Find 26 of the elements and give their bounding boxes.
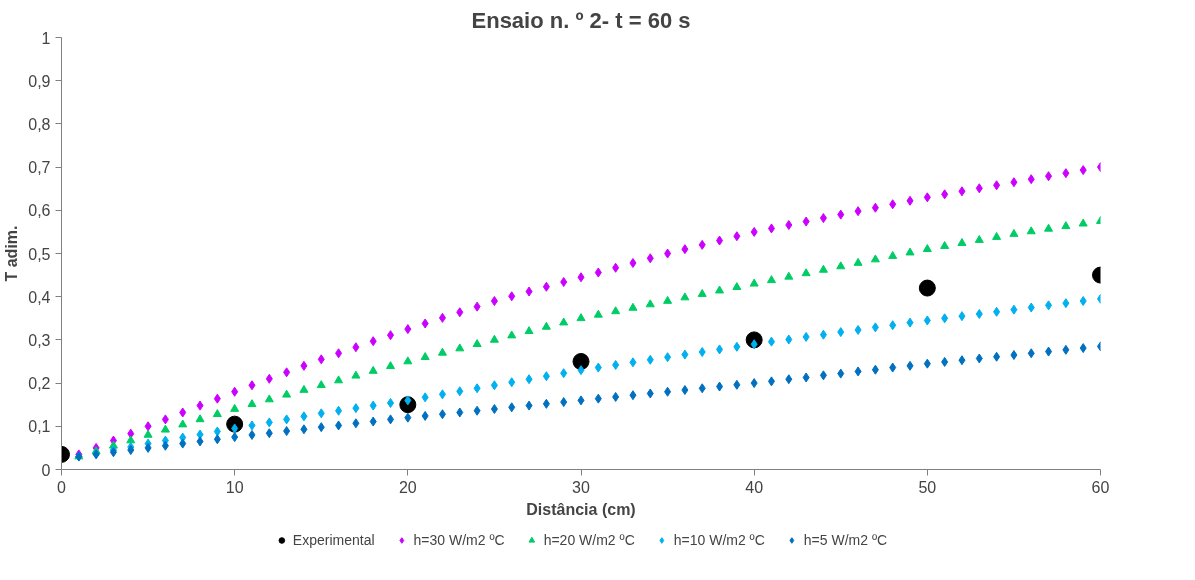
y-tick-label: 0,8 — [28, 115, 51, 133]
x-tick-label: 0 — [57, 478, 67, 496]
y-tick-label: 0 — [41, 461, 51, 479]
legend-label: h=20 W/m2 ºC — [543, 532, 635, 548]
legend-label: h=30 W/m2 ºC — [413, 532, 505, 548]
legend-label: h=10 W/m2 ºC — [673, 532, 765, 548]
x-tick-label: 30 — [572, 478, 590, 496]
x-tick-label: 20 — [398, 478, 417, 496]
x-tick-label: 10 — [225, 478, 244, 496]
x-tick-label: 40 — [745, 478, 764, 496]
y-tick-label: 0,9 — [28, 72, 51, 90]
y-axis-title: T adim. — [3, 225, 21, 282]
y-tick-label: 0,7 — [28, 159, 51, 177]
legend-label: Experimental — [292, 532, 375, 548]
y-tick-label: 0,1 — [28, 418, 51, 436]
legend-label: h=5 W/m2 ºC — [803, 532, 888, 548]
x-axis-title: Distância (cm) — [526, 500, 636, 518]
y-tick-label: 0,5 — [28, 245, 51, 263]
y-tick-label: 0,3 — [28, 331, 51, 349]
x-tick-label: 50 — [918, 478, 937, 496]
y-tick-label: 1 — [41, 29, 51, 47]
y-tick-label: 0,6 — [28, 202, 51, 220]
x-tick-label: 60 — [1091, 478, 1110, 496]
y-tick-label: 0,4 — [28, 288, 51, 306]
chart-title: Ensaio n. º 2- t = 60 s — [471, 7, 691, 33]
y-tick-label: 0,2 — [28, 375, 51, 393]
